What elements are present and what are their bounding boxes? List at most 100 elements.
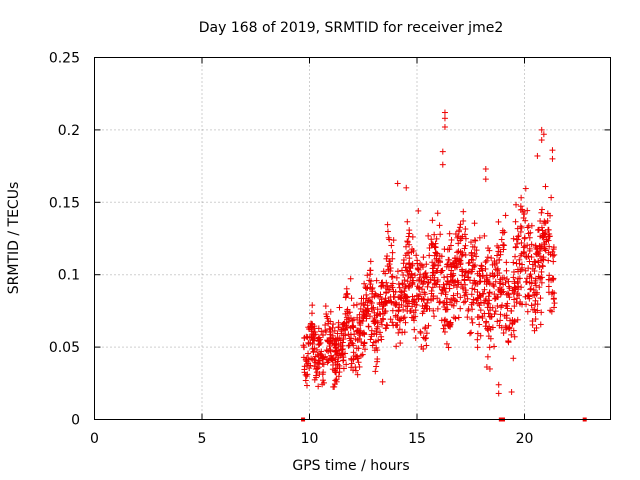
- data-point: [350, 316, 357, 323]
- data-point: [457, 221, 464, 228]
- data-point: [505, 338, 512, 345]
- data-point: [465, 307, 472, 314]
- data-point: [510, 235, 517, 242]
- data-point: [491, 272, 498, 279]
- data-point: [446, 285, 453, 292]
- data-point: [517, 223, 524, 230]
- data-point: [414, 260, 421, 267]
- data-point: [490, 281, 497, 288]
- data-point: [458, 235, 465, 242]
- data-point: [517, 203, 524, 210]
- data-point: [348, 355, 355, 362]
- data-point: [301, 363, 308, 370]
- data-point: [521, 234, 528, 241]
- data-point: [371, 309, 378, 316]
- data-point: [351, 331, 358, 338]
- data-point: [474, 295, 481, 302]
- data-point: [411, 317, 418, 324]
- data-point: [473, 253, 480, 260]
- data-point: [389, 319, 396, 326]
- data-point: [417, 271, 424, 278]
- data-point: [371, 330, 378, 337]
- data-point: [549, 252, 556, 259]
- data-point: [505, 283, 512, 290]
- data-point: [393, 343, 400, 350]
- data-point: [331, 327, 338, 334]
- data-point: [306, 365, 313, 372]
- data-point: [410, 309, 417, 316]
- data-point: [433, 256, 440, 263]
- data-point: [374, 358, 381, 365]
- data-point: [406, 261, 413, 268]
- data-point: [363, 315, 370, 322]
- data-point: [522, 185, 529, 192]
- data-point: [372, 368, 379, 375]
- data-point: [545, 283, 552, 290]
- data-point: [515, 233, 522, 240]
- y-tick-label: 0.15: [49, 195, 80, 211]
- data-point: [425, 232, 432, 239]
- data-point: [536, 264, 543, 271]
- data-point: [533, 245, 540, 252]
- data-point: [431, 231, 438, 238]
- data-point: [468, 291, 475, 298]
- data-point: [350, 302, 357, 309]
- data-point: [335, 373, 342, 380]
- data-point: [521, 243, 528, 250]
- data-point: [329, 324, 336, 331]
- data-point: [316, 340, 323, 347]
- data-point: [539, 206, 546, 213]
- data-point: [441, 109, 448, 116]
- data-point: [417, 330, 424, 337]
- data-point: [334, 361, 341, 368]
- data-point: [430, 307, 437, 314]
- data-point: [404, 303, 411, 310]
- data-point: [384, 253, 391, 260]
- data-point: [486, 247, 493, 254]
- data-point: [503, 267, 510, 274]
- data-point: [457, 257, 464, 264]
- data-point: [549, 155, 556, 162]
- data-point: [548, 194, 555, 201]
- data-point: [431, 313, 438, 320]
- data-point: [353, 301, 360, 308]
- data-point: [325, 320, 332, 327]
- data-point: [327, 329, 334, 336]
- data-point: [469, 280, 476, 287]
- data-point: [487, 326, 494, 333]
- data-point: [486, 289, 493, 296]
- data-point: [481, 286, 488, 293]
- data-point: [481, 232, 488, 239]
- data-point: [436, 222, 443, 229]
- data-point: [316, 334, 323, 341]
- data-point: [534, 152, 541, 159]
- data-point: [503, 291, 510, 298]
- data-point: [384, 228, 391, 235]
- data-point: [447, 261, 454, 268]
- data-point: [303, 355, 310, 362]
- data-point: [389, 273, 396, 280]
- data-point: [514, 225, 521, 232]
- data-point: [462, 298, 469, 305]
- data-point: [355, 327, 362, 334]
- data-point: [434, 210, 441, 217]
- data-point: [440, 325, 447, 332]
- data-point: [421, 274, 428, 281]
- data-point: [476, 292, 483, 299]
- y-tick-label: 0.05: [49, 340, 80, 356]
- y-tick-label: 0.25: [49, 51, 80, 67]
- data-point: [491, 295, 498, 302]
- data-point: [426, 244, 433, 251]
- data-point: [349, 317, 356, 324]
- data-point: [468, 239, 475, 246]
- data-point: [307, 362, 314, 369]
- data-point: [423, 306, 430, 313]
- data-point: [406, 241, 413, 248]
- data-point: [550, 258, 557, 265]
- data-point: [547, 307, 554, 314]
- data-point: [448, 236, 455, 243]
- data-point: [318, 328, 325, 335]
- data-point: [396, 316, 403, 323]
- data-point: [518, 284, 525, 291]
- data-point: [357, 332, 364, 339]
